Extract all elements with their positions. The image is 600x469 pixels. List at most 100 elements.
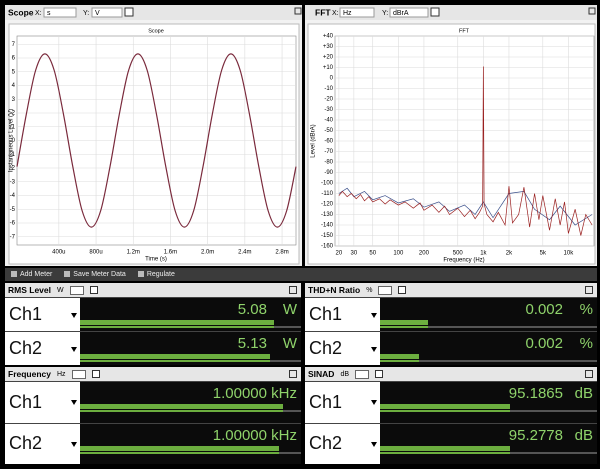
y-unit-dropdown[interactable]	[91, 7, 123, 18]
y-tick-label: -100	[321, 181, 334, 187]
dropdown-arrow	[71, 346, 77, 352]
y-tick-label: 4	[12, 83, 16, 89]
y-tick-label: -3	[10, 179, 16, 185]
level-bar	[380, 445, 511, 451]
meter-row: Ch2 1.00000 kHz	[5, 422, 301, 464]
meter-header: RMS Level W	[5, 283, 301, 297]
y-tick-label: 1	[12, 124, 16, 130]
y-tick-label: +20	[323, 55, 334, 61]
meter-value: 0.002	[525, 335, 563, 352]
regulate-button[interactable]: Regulate	[137, 271, 175, 278]
channel-name: Ch1	[309, 391, 343, 412]
axis-selector-label: Y:	[83, 10, 89, 17]
y-unit-dropdown[interactable]	[389, 7, 429, 18]
channel-selector[interactable]: Ch1	[5, 298, 80, 331]
level-bar-thin	[80, 326, 275, 328]
settings-button[interactable]	[375, 370, 384, 378]
meter-value: 5.08	[237, 301, 267, 318]
y-tick-label: -1	[10, 152, 16, 158]
x-axis-label: Frequency (Hz)	[443, 258, 484, 264]
y-tick-label: -130	[321, 212, 334, 218]
meter-unit[interactable]: W	[57, 286, 64, 294]
meter-value: 95.2778	[508, 426, 563, 444]
y-tick-label: 0	[330, 76, 334, 82]
meter-header: Frequency Hz	[5, 367, 301, 381]
channel-selector[interactable]: Ch2	[305, 332, 380, 365]
x-tick-label: 200	[419, 251, 430, 257]
level-bar	[80, 320, 275, 325]
popout-button[interactable]	[585, 370, 593, 378]
channel-selector[interactable]: Ch2	[5, 423, 80, 464]
settings-button[interactable]	[398, 286, 407, 294]
meter-display: 0.002%	[380, 332, 597, 365]
x-unit-dropdown[interactable]	[43, 7, 77, 18]
y-tick-label: -110	[321, 191, 333, 197]
button-label: Save Meter Data	[73, 271, 126, 278]
settings-button[interactable]	[89, 286, 98, 294]
axis-selector-label: X:	[332, 10, 339, 17]
meter-menu[interactable]	[69, 285, 84, 295]
y-tick-label: -4	[10, 193, 16, 199]
channel-selector[interactable]: Ch2	[305, 423, 380, 464]
y-tick-label: -70	[324, 149, 333, 155]
y-axis-label: Instantaneous Level (V)	[9, 109, 15, 172]
meter-menu[interactable]	[378, 285, 393, 295]
add-meter-button[interactable]: Add Meter	[11, 271, 52, 278]
y-tick-label: 5	[12, 69, 16, 75]
dropdown-arrow	[71, 400, 77, 406]
series-line	[338, 66, 593, 236]
meter-title: Frequency	[8, 369, 51, 379]
meter-value: 0.002	[525, 301, 563, 318]
popout-button[interactable]	[294, 7, 302, 15]
settings-button[interactable]	[91, 370, 100, 378]
x-tick-label: 50	[369, 251, 376, 257]
dropdown-arrow	[371, 346, 377, 352]
meter-display: 1.00000 kHz	[80, 382, 301, 423]
save-meter-data-button[interactable]: Save Meter Data	[64, 271, 126, 278]
meter-panel: RMS Level W Ch1 5.08 W Ch2 5.13 W	[5, 283, 301, 365]
x-tick-label: 20	[336, 251, 343, 257]
meter-unit[interactable]: %	[366, 286, 373, 294]
meter-menu[interactable]	[355, 369, 370, 379]
x-unit-dropdown[interactable]	[339, 7, 375, 18]
dropdown-arrow	[371, 400, 377, 406]
channel-selector[interactable]: Ch1	[5, 382, 80, 423]
dropdown-arrow	[371, 312, 377, 318]
meter-unit[interactable]: dB	[340, 370, 350, 378]
meter-menu[interactable]	[71, 369, 86, 379]
popout-button[interactable]	[588, 7, 596, 15]
level-bar	[80, 354, 271, 359]
meter-display: 1.00000 kHz	[80, 423, 301, 464]
channel-name: Ch2	[309, 433, 343, 454]
popout-button[interactable]	[289, 370, 297, 378]
channel-selector[interactable]: Ch1	[305, 298, 380, 331]
y-tick-label: -10	[324, 86, 333, 92]
channel-selector[interactable]: Ch2	[5, 332, 80, 365]
channel-name: Ch2	[9, 338, 43, 358]
x-tick-label: 500	[453, 251, 464, 257]
chart-title: FFT	[459, 28, 470, 34]
level-bar-thin	[380, 360, 420, 362]
meter-value-unit: %	[579, 301, 593, 318]
level-bar-thin	[80, 410, 284, 412]
x-tick-label: 5k	[540, 251, 547, 257]
y-tick-label: -90	[324, 170, 333, 176]
meter-unit[interactable]: Hz	[57, 370, 66, 378]
channel-selector[interactable]: Ch1	[305, 382, 380, 423]
level-bar	[80, 404, 284, 409]
level-bar-thin	[80, 451, 279, 454]
y-tick-label: -2	[10, 166, 16, 172]
settings-button[interactable]	[430, 7, 440, 17]
dropdown-arrow	[371, 441, 377, 447]
popout-button[interactable]	[585, 286, 593, 294]
meter-panel: Frequency Hz Ch1 1.00000 kHz Ch2 1.00000 kHz	[5, 367, 301, 464]
x-tick-label: 2.4m	[238, 250, 251, 256]
meter-header: THD+N Ratio%	[305, 283, 597, 297]
x-tick-label: 2k	[506, 251, 513, 257]
fft-header	[305, 5, 597, 20]
popout-button[interactable]	[289, 286, 297, 294]
x-tick-label: 1.2m	[127, 250, 140, 256]
meter-row: Ch1 95.1865 dB	[305, 381, 597, 423]
settings-button[interactable]	[124, 7, 134, 17]
x-tick-label: 10k	[564, 251, 575, 257]
